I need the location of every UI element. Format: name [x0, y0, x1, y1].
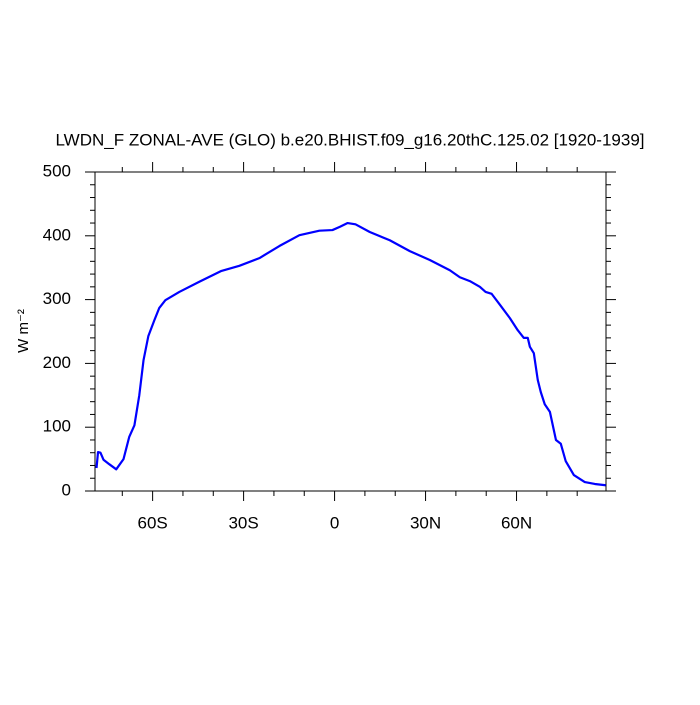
y-tick-label: 400: [43, 225, 71, 244]
y-tick-label: 0: [62, 480, 71, 499]
y-tick-label: 200: [43, 353, 71, 372]
data-line: [95, 221, 606, 487]
x-tick-label: 30N: [410, 513, 441, 532]
y-tick-label: 100: [43, 417, 71, 436]
y-tick-label: 300: [43, 289, 71, 308]
x-tick-label: 0: [330, 513, 339, 532]
y-axis-label: W m⁻²: [15, 309, 32, 353]
x-tick-label: 60N: [501, 513, 532, 532]
x-tick-label: 60S: [137, 513, 167, 532]
x-tick-label: 30S: [228, 513, 258, 532]
chart-title: LWDN_F ZONAL-AVE (GLO) b.e20.BHIST.f09_g…: [55, 130, 644, 149]
plot-frame: [94, 171, 607, 492]
y-tick-label: 500: [43, 161, 71, 180]
